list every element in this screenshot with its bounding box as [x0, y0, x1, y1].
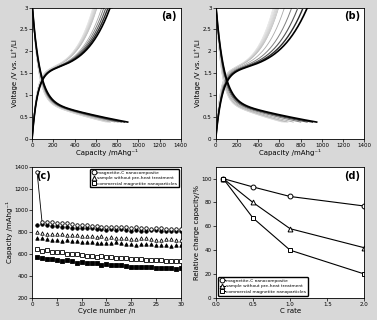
Legend: magnetite-C nanocomposite, sample without pre-heat treatment, commercial magneti: magnetite-C nanocomposite, sample withou… [218, 277, 308, 296]
Y-axis label: Relative charge capacity/%: Relative charge capacity/% [194, 185, 200, 280]
Text: (a): (a) [161, 12, 176, 21]
X-axis label: Capacity /mAhg⁻¹: Capacity /mAhg⁻¹ [75, 149, 137, 156]
X-axis label: C rate: C rate [279, 308, 301, 315]
X-axis label: Cycle number /n: Cycle number /n [78, 308, 135, 315]
Y-axis label: Voltage /V vs. Li⁺/Li: Voltage /V vs. Li⁺/Li [11, 39, 18, 107]
Y-axis label: Voltage /V vs. Li⁺/Li: Voltage /V vs. Li⁺/Li [195, 39, 201, 107]
Text: (c): (c) [37, 171, 51, 180]
Text: (d): (d) [344, 171, 360, 180]
Y-axis label: Capacity /mAhg⁻¹: Capacity /mAhg⁻¹ [6, 201, 12, 263]
Legend: magnetite-C nanocomposite, sample without pre-heat treatment, commercial magneti: magnetite-C nanocomposite, sample withou… [90, 169, 179, 188]
Text: (b): (b) [344, 12, 360, 21]
X-axis label: Capacity /mAhg⁻¹: Capacity /mAhg⁻¹ [259, 149, 321, 156]
